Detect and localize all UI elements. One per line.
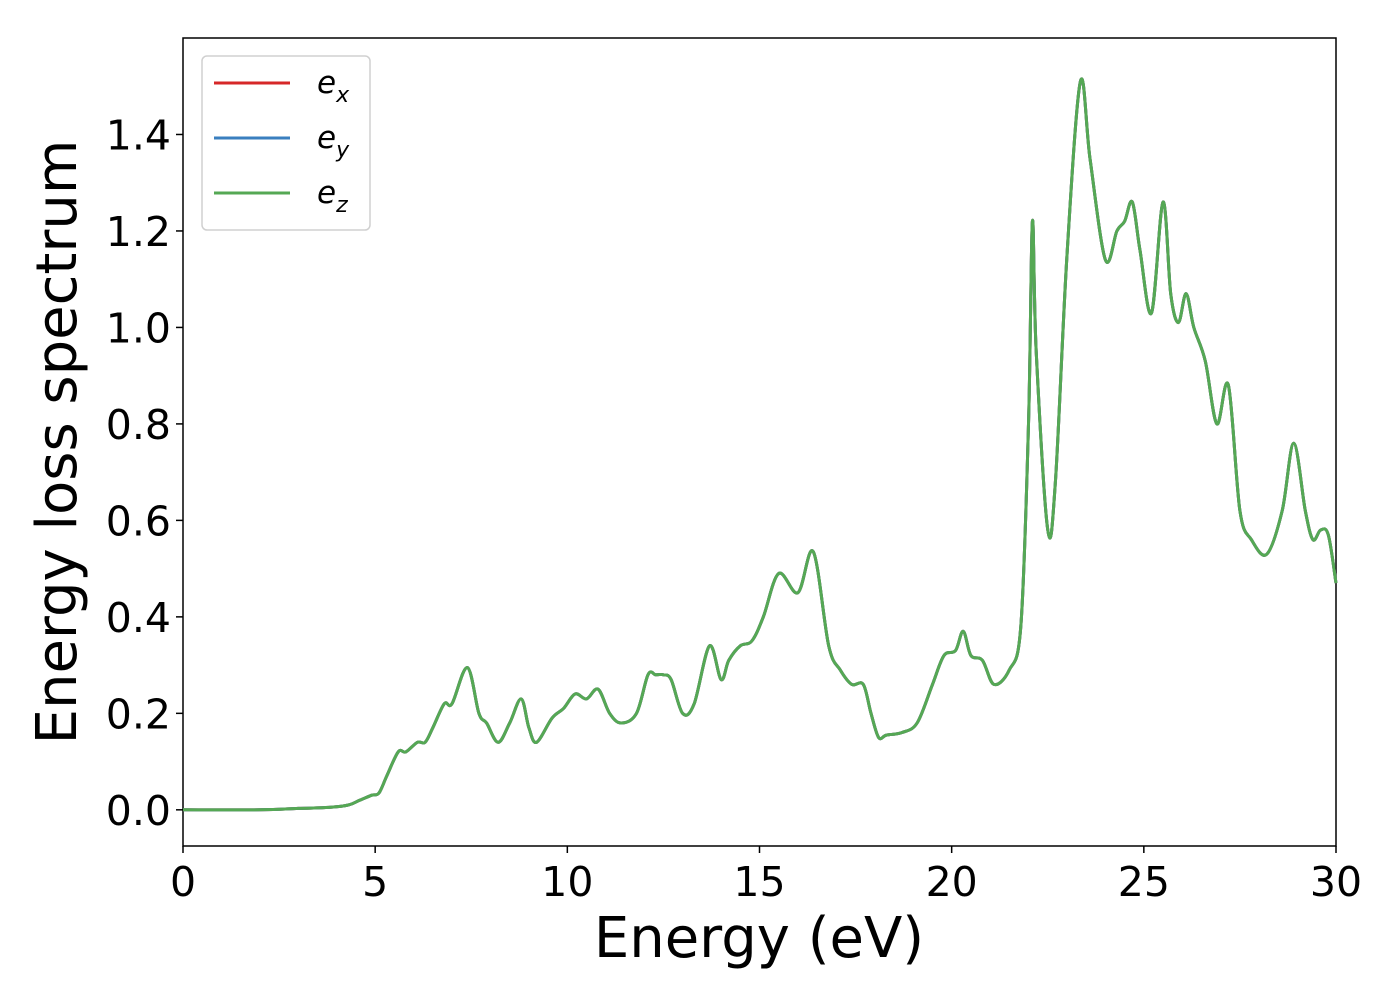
y-axis-ticks: 0.0 0.2 0.4 0.6 0.8 1.0 1.2 1.4 <box>106 111 183 835</box>
y-tick-label: 1.0 <box>106 304 171 352</box>
x-tick-label: 25 <box>1118 858 1170 906</box>
y-tick-label: 0.0 <box>106 787 171 835</box>
y-tick-label: 0.2 <box>106 690 171 738</box>
x-tick-label: 30 <box>1310 858 1362 906</box>
x-axis-title: Energy (eV) <box>594 906 924 971</box>
x-tick-label: 15 <box>733 858 785 906</box>
series-line-ez <box>182 77 1338 812</box>
x-tick-label: 5 <box>362 858 388 906</box>
y-tick-label: 1.2 <box>106 208 171 256</box>
y-tick-label: 0.4 <box>106 594 171 642</box>
legend-label-ey: ey <box>317 120 350 163</box>
y-tick-label: 1.4 <box>106 111 171 159</box>
x-tick-label: 20 <box>926 858 978 906</box>
y-tick-label: 0.6 <box>106 497 171 545</box>
x-tick-label: 0 <box>170 858 196 906</box>
x-tick-label: 10 <box>541 858 593 906</box>
y-tick-label: 0.8 <box>106 401 171 449</box>
plot-area <box>182 37 1337 847</box>
series-curves <box>182 77 1338 812</box>
y-axis-title: Energy loss spectrum <box>25 140 90 745</box>
x-axis-ticks: 0 5 10 15 20 25 30 <box>170 846 1362 906</box>
legend-box <box>201 55 371 231</box>
